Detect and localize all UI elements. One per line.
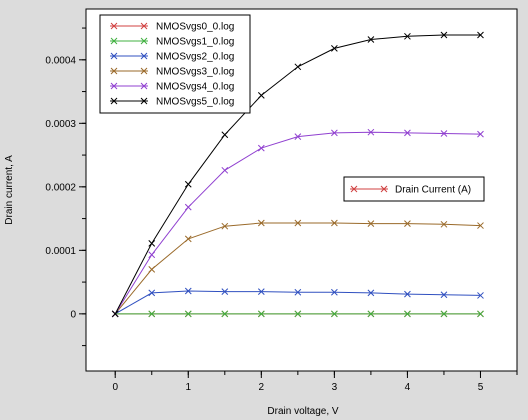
data-point <box>184 180 192 188</box>
data-point <box>257 288 265 295</box>
x-tick-label: 3 <box>332 382 338 393</box>
data-point <box>477 292 484 299</box>
data-point <box>184 287 192 295</box>
data-series <box>111 31 484 318</box>
data-point <box>257 219 265 227</box>
y-tick-label: 0 <box>70 309 76 320</box>
data-point <box>184 310 192 318</box>
data-point <box>477 310 484 318</box>
data-point <box>148 310 156 318</box>
y-tick-label: 0.0001 <box>45 246 76 257</box>
data-point <box>404 290 411 298</box>
data-point <box>294 219 302 227</box>
data-point <box>221 131 229 139</box>
data-point <box>148 251 156 259</box>
data-point <box>184 235 192 243</box>
legend-entry: NMOSvgs5_0.log <box>110 97 234 108</box>
data-point <box>294 310 302 318</box>
data-point <box>221 222 229 230</box>
data-point <box>221 166 229 174</box>
y-tick-label: 0.0002 <box>45 182 76 193</box>
data-point <box>367 289 375 297</box>
data-point <box>404 310 411 318</box>
data-point <box>294 133 302 141</box>
data-point <box>184 203 192 211</box>
legend-label: NMOSvgs3_0.log <box>156 67 234 78</box>
data-point <box>367 128 375 136</box>
data-point <box>257 92 265 99</box>
data-point <box>257 144 265 152</box>
data-point <box>331 45 338 52</box>
data-point <box>221 288 229 295</box>
data-point <box>294 288 302 296</box>
data-point <box>404 129 411 137</box>
data-point <box>477 222 484 229</box>
legend-label: NMOSvgs1_0.log <box>156 37 234 48</box>
legend-entry: NMOSvgs4_0.log <box>110 82 234 93</box>
data-point <box>331 288 338 296</box>
x-tick-label: 0 <box>112 382 118 393</box>
data-point <box>440 291 448 299</box>
data-point <box>477 31 484 39</box>
data-point <box>367 220 375 228</box>
data-point <box>331 219 338 227</box>
x-tick-label: 2 <box>259 382 265 393</box>
legend-entry: NMOSvgs3_0.log <box>110 67 234 78</box>
data-point <box>440 31 448 39</box>
axis-ticks: 0 1 2 3 4 5 0 0.0001 0.0002 0.0003 0.0004 <box>45 27 518 393</box>
x-tick-label: 5 <box>478 382 484 393</box>
legend-label: NMOSvgs5_0.log <box>156 97 234 108</box>
data-point <box>148 239 156 247</box>
y-axis-label: Drain current, A <box>4 155 15 225</box>
y-tick-label: 0.0003 <box>45 119 76 130</box>
legend-label: NMOSvgs2_0.log <box>156 52 234 63</box>
data-point <box>331 310 338 318</box>
data-point <box>221 310 229 318</box>
data-point <box>477 130 484 138</box>
x-axis-label: Drain voltage, V <box>267 406 338 417</box>
legend-box <box>99 14 251 114</box>
data-point <box>404 220 411 228</box>
legend: NMOSvgs0_0.log NMOSvgs1_0.log NMOSvgs2_0.l… <box>99 14 251 114</box>
legend-entry: NMOSvgs1_0.log <box>110 37 234 48</box>
data-point <box>367 36 375 43</box>
data-point <box>404 32 411 40</box>
data-point <box>440 310 448 318</box>
data-point <box>148 289 156 297</box>
legend-entry: NMOSvgs0_0.log <box>110 22 234 33</box>
data-point <box>440 220 448 228</box>
x-tick-label: 1 <box>185 382 191 393</box>
legend-label: NMOSvgs0_0.log <box>156 22 234 33</box>
y-tick-label: 0.0004 <box>45 55 76 66</box>
data-point <box>257 310 265 318</box>
data-point <box>367 310 375 318</box>
legend-entry: NMOSvgs2_0.log <box>110 52 234 63</box>
data-point <box>331 129 338 137</box>
x-tick-label: 4 <box>405 382 411 393</box>
secondary-legend-label: Drain Current (A) <box>395 185 471 196</box>
secondary-legend: Drain Current (A) <box>343 176 485 202</box>
data-point <box>440 130 448 137</box>
legend-label: NMOSvgs4_0.log <box>156 82 234 93</box>
data-point <box>148 266 156 273</box>
data-point <box>111 310 119 318</box>
data-point <box>294 63 302 71</box>
